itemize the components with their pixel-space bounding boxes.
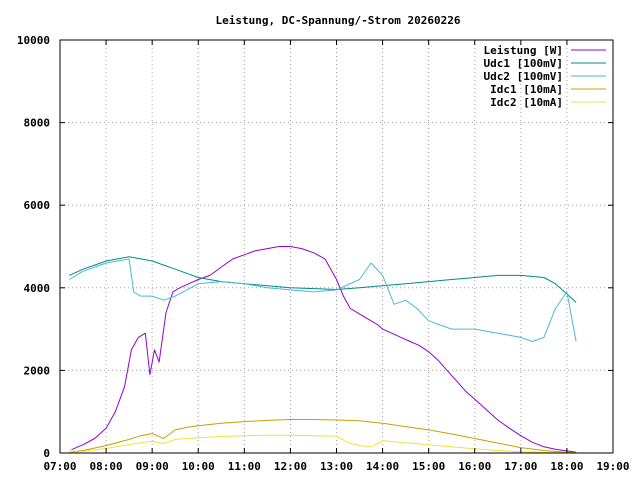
series-line-3 bbox=[68, 258, 577, 342]
series-layer bbox=[68, 246, 577, 454]
legend-label: Udc1 [100mV] bbox=[484, 57, 563, 70]
x-tick-label: 08:00 bbox=[90, 460, 123, 473]
x-tick-label: 16:00 bbox=[458, 460, 491, 473]
y-tick-label: 4000 bbox=[24, 282, 51, 295]
legend: Leistung [W]Udc1 [100mV]Udc2 [100mV]Idc1… bbox=[484, 44, 606, 109]
chart-title: Leistung, DC-Spannung/-Strom 20260226 bbox=[215, 14, 460, 27]
series-line-1 bbox=[71, 246, 577, 453]
x-tick-label: 12:00 bbox=[274, 460, 307, 473]
legend-label: Leistung [W] bbox=[484, 44, 563, 57]
series-line-2 bbox=[68, 256, 577, 303]
y-tick-label: 8000 bbox=[24, 117, 51, 130]
legend-label: Idc2 [10mA] bbox=[490, 96, 563, 109]
x-tick-label: 10:00 bbox=[182, 460, 215, 473]
legend-label: Udc2 [100mV] bbox=[484, 70, 563, 83]
legend-label: Idc1 [10mA] bbox=[490, 83, 563, 96]
x-tick-label: 07:00 bbox=[43, 460, 76, 473]
x-tick-label: 13:00 bbox=[320, 460, 353, 473]
x-tick-label: 17:00 bbox=[504, 460, 537, 473]
y-tick-label: 6000 bbox=[24, 199, 51, 212]
x-tick-label: 14:00 bbox=[366, 460, 399, 473]
tick-labels: 07:00 08:00 09:00 10:00 11:00 12:00 13:00 14:00… bbox=[17, 34, 630, 473]
x-tick-label: 11:00 bbox=[228, 460, 261, 473]
y-tick-label: 2000 bbox=[24, 364, 51, 377]
x-tick-label: 18:00 bbox=[550, 460, 583, 473]
x-tick-label: 15:00 bbox=[412, 460, 445, 473]
x-tick-label: 09:00 bbox=[136, 460, 169, 473]
y-tick-label: 10000 bbox=[17, 34, 50, 47]
y-tick-label: 0 bbox=[43, 447, 50, 460]
series-line-5 bbox=[69, 434, 577, 454]
grid bbox=[60, 40, 613, 453]
series-line-4 bbox=[69, 419, 577, 454]
x-tick-label: 19:00 bbox=[596, 460, 629, 473]
